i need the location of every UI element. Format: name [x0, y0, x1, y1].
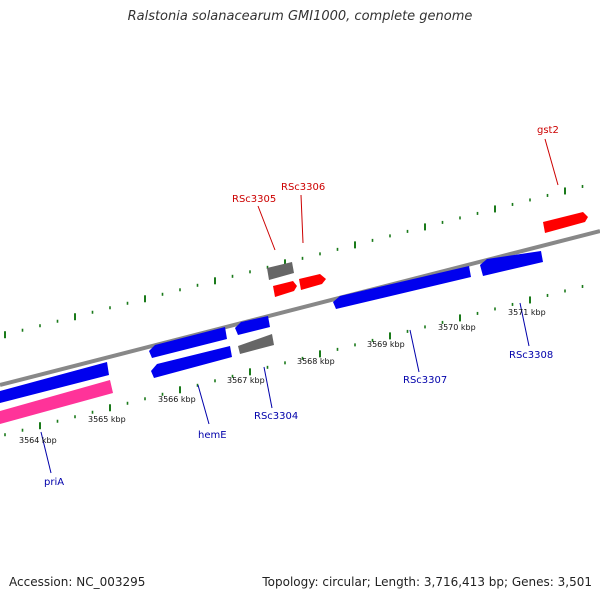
scale-label: 3566 kbp — [158, 395, 196, 404]
gene-label-hemE: hemE — [198, 430, 227, 441]
gene-label-rsc3308: RSc3308 — [509, 350, 553, 361]
gene-label-gst2: gst2 — [537, 125, 559, 136]
gene-labels: gst2 RSc3305 RSc3306 RSc3307 RSc3308 RSc… — [44, 125, 559, 488]
gene-arrow-left-blue[interactable] — [0, 362, 109, 403]
map-title: Ralstonia solanacearum GMI1000, complete… — [127, 9, 473, 24]
gene-arrow-top-small[interactable] — [235, 316, 270, 335]
gene-label-priA: priA — [44, 477, 64, 488]
label-leader-lines — [40, 138, 559, 474]
genome-backbone — [0, 229, 600, 387]
forward-tick-row — [4, 184, 584, 339]
feature-gray-bottom[interactable] — [238, 334, 274, 354]
reverse-tick-row — [4, 284, 584, 437]
gene-arrow-rsc3307[interactable] — [333, 266, 471, 309]
gene-label-rsc3306: RSc3306 — [281, 182, 325, 193]
gene-label-rsc3307: RSc3307 — [403, 375, 447, 386]
scale-label: 3570 kbp — [438, 323, 476, 332]
gene-arrow-rsc3306[interactable] — [299, 274, 326, 290]
gene-arrow-gst2[interactable] — [543, 212, 588, 233]
scale-label: 3564 kbp — [19, 436, 57, 445]
gene-arrow-priA[interactable] — [0, 380, 113, 424]
gene-arrow-rsc3305[interactable] — [273, 281, 297, 297]
scale-label: 3568 kbp — [297, 357, 335, 366]
gene-arrow-rsc3308[interactable] — [480, 251, 543, 276]
gene-arrow-hemE[interactable] — [151, 346, 232, 378]
gene-arrow-top-mid[interactable] — [149, 327, 227, 358]
accession-text: Accession: NC_003295 — [9, 575, 146, 589]
scale-labels: 3564 kbp 3565 kbp 3566 kbp 3567 kbp 3568… — [19, 308, 546, 445]
scale-label: 3571 kbp — [508, 308, 546, 317]
feature-gray-top[interactable] — [267, 262, 294, 280]
gene-label-rsc3305: RSc3305 — [232, 194, 276, 205]
feature-arrows — [0, 212, 588, 424]
scale-label: 3565 kbp — [88, 415, 126, 424]
scale-label: 3567 kbp — [227, 376, 265, 385]
scale-label: 3569 kbp — [367, 340, 405, 349]
genome-summary: Topology: circular; Length: 3,716,413 bp… — [262, 575, 592, 589]
gene-label-rsc3304: RSc3304 — [254, 411, 298, 422]
